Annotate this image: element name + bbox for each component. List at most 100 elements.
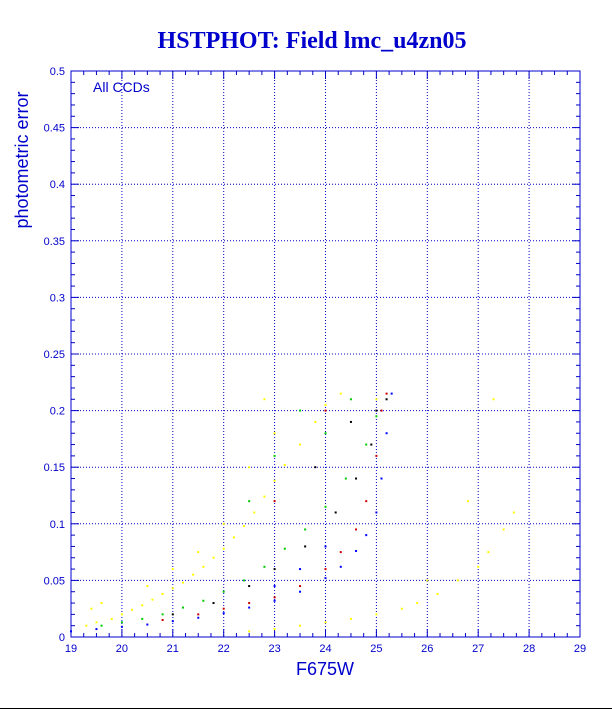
data-point [324, 403, 327, 406]
data-point [120, 625, 123, 628]
data-point [477, 565, 480, 568]
chart-title: HSTPHOT: Field lmc_u4zn05 [158, 28, 467, 54]
x-tick-label: 27 [472, 643, 484, 655]
y-tick-label: 0.05 [44, 575, 65, 587]
data-point [263, 495, 266, 498]
data-point [110, 617, 113, 620]
data-point [212, 602, 215, 605]
data-point [202, 565, 205, 568]
y-tick-label: 0 [59, 632, 65, 644]
x-tick-label: 29 [574, 643, 586, 655]
x-tick-label: 23 [268, 643, 280, 655]
y-tick-label: 0.1 [50, 519, 65, 531]
data-point [273, 432, 276, 435]
data-point [400, 607, 403, 610]
data-point [324, 545, 327, 548]
data-point [324, 621, 327, 624]
data-point [131, 608, 134, 611]
data-point [344, 477, 347, 480]
data-point [375, 613, 378, 616]
series-0-points [85, 392, 515, 633]
data-point [192, 573, 195, 576]
data-point [273, 568, 276, 571]
data-point [222, 547, 225, 550]
data-point [299, 443, 302, 446]
x-tick-label: 25 [370, 643, 382, 655]
data-point [161, 613, 164, 616]
data-point [375, 415, 378, 418]
data-point [232, 536, 235, 539]
data-point [161, 619, 164, 622]
series-2-points [161, 392, 388, 622]
data-point [426, 579, 429, 582]
data-point [273, 454, 276, 457]
data-point [375, 511, 378, 514]
data-point [243, 579, 246, 582]
data-point [273, 500, 276, 503]
series-4-points [70, 392, 393, 633]
data-point [248, 602, 251, 605]
data-point [304, 528, 307, 531]
data-point [370, 443, 373, 446]
data-point [365, 443, 368, 446]
data-point [273, 599, 276, 602]
y-tick-label: 0.4 [50, 179, 65, 191]
data-point [304, 545, 307, 548]
x-tick-label: 22 [218, 643, 230, 655]
data-point [181, 581, 184, 584]
data-point [390, 392, 393, 395]
y-tick-label: 0.15 [44, 462, 65, 474]
data-point [273, 596, 276, 599]
data-point [222, 590, 225, 593]
data-point [141, 617, 144, 620]
grid-lines [71, 71, 580, 637]
data-point [385, 392, 388, 395]
data-point [299, 568, 302, 571]
data-point [380, 477, 383, 480]
data-point [339, 565, 342, 568]
data-point [349, 420, 352, 423]
data-point [375, 398, 378, 401]
data-point [334, 511, 337, 514]
series-3-points [171, 398, 388, 616]
data-point [248, 500, 251, 503]
data-point [324, 432, 327, 435]
data-point [171, 568, 174, 571]
data-point [324, 568, 327, 571]
x-tick-label: 24 [319, 643, 331, 655]
data-point [314, 466, 317, 469]
data-point [299, 624, 302, 627]
data-point [146, 623, 149, 626]
data-point [171, 587, 174, 590]
x-tick-label: 21 [167, 643, 179, 655]
data-point [85, 624, 88, 627]
data-point [349, 398, 352, 401]
data-point [120, 621, 123, 624]
data-points [70, 392, 515, 633]
data-point [197, 551, 200, 554]
data-point [283, 547, 286, 550]
x-axis-label: F675W [296, 659, 354, 679]
data-point [212, 556, 215, 559]
data-point [324, 505, 327, 508]
data-point [161, 592, 164, 595]
data-point [263, 398, 266, 401]
data-point [273, 585, 276, 588]
x-tick-label: 20 [116, 643, 128, 655]
data-point [100, 602, 103, 605]
data-point [385, 432, 388, 435]
data-point [416, 602, 419, 605]
data-point [120, 613, 123, 616]
data-point [253, 511, 256, 514]
data-point [502, 528, 505, 531]
data-point [100, 624, 103, 627]
data-point [222, 522, 225, 525]
data-point [314, 420, 317, 423]
data-point [299, 409, 302, 412]
data-point [299, 590, 302, 593]
data-point [355, 477, 358, 480]
data-point [181, 606, 184, 609]
data-point [222, 607, 225, 610]
